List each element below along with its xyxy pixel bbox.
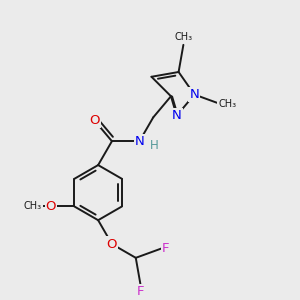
Text: O: O: [46, 200, 56, 213]
Text: F: F: [137, 285, 144, 298]
Text: N: N: [172, 109, 182, 122]
Text: H: H: [150, 139, 159, 152]
Text: N: N: [190, 88, 199, 101]
Text: O: O: [107, 238, 117, 250]
Text: O: O: [89, 114, 100, 127]
Text: F: F: [162, 242, 169, 255]
Text: CH₃: CH₃: [174, 32, 192, 42]
Text: CH₃: CH₃: [218, 99, 236, 109]
Text: CH₃: CH₃: [24, 201, 42, 212]
Text: N: N: [135, 135, 144, 148]
